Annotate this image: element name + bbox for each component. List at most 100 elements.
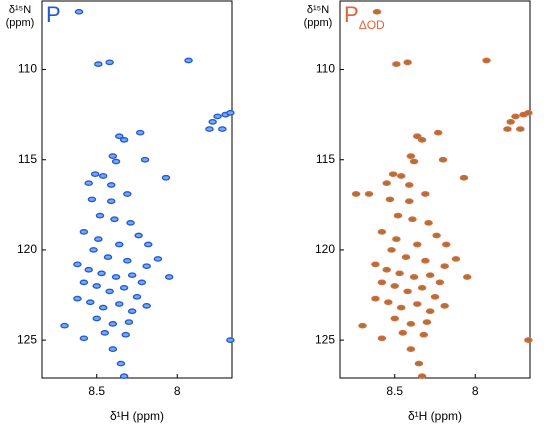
peak xyxy=(372,8,382,15)
peak xyxy=(403,59,412,66)
peak xyxy=(358,322,367,329)
peak xyxy=(106,182,116,188)
peak xyxy=(108,346,118,352)
peak xyxy=(409,158,419,165)
peak xyxy=(123,257,132,264)
peak xyxy=(459,174,469,181)
y-tick-label: 115 xyxy=(18,152,37,166)
peak xyxy=(105,288,114,295)
peak xyxy=(440,263,449,270)
peak xyxy=(396,304,406,311)
peak xyxy=(430,293,440,300)
peak xyxy=(419,331,428,338)
peak xyxy=(403,288,412,295)
peak xyxy=(126,220,135,226)
x-axis-label: δ¹H (ppm) xyxy=(408,409,462,423)
peak xyxy=(438,156,448,163)
peak xyxy=(60,322,69,329)
y-tick-label: 110 xyxy=(18,62,37,76)
peak xyxy=(124,319,134,325)
peak xyxy=(144,241,153,248)
peak xyxy=(108,153,118,159)
peak xyxy=(153,256,163,262)
y-tick-label: 115 xyxy=(316,152,335,166)
peak xyxy=(440,302,449,309)
peak xyxy=(398,330,408,336)
peak xyxy=(108,321,118,327)
peak xyxy=(417,137,427,143)
x-axis-label: δ¹H (ppm) xyxy=(110,409,164,423)
peak xyxy=(123,191,132,197)
peak xyxy=(482,57,491,64)
peak xyxy=(524,109,533,116)
peak xyxy=(406,321,416,327)
peak xyxy=(503,126,512,132)
peak xyxy=(79,335,89,342)
peak xyxy=(417,284,427,291)
peak xyxy=(524,337,533,343)
panel-label: P xyxy=(46,2,61,27)
peak xyxy=(73,295,82,302)
peak xyxy=(86,299,95,306)
peak xyxy=(421,191,430,197)
peak xyxy=(408,216,417,223)
peak xyxy=(392,61,401,67)
x-tick-label: 8.5 xyxy=(386,384,403,398)
peak xyxy=(371,295,380,302)
panel-label-main: P xyxy=(344,2,359,27)
peak xyxy=(142,302,151,309)
peak xyxy=(385,196,395,203)
peak xyxy=(377,229,387,235)
peak xyxy=(390,315,399,322)
peak xyxy=(106,198,116,205)
peak xyxy=(421,257,430,264)
peak xyxy=(79,229,89,235)
peak xyxy=(95,212,105,219)
peak xyxy=(98,304,108,311)
peak xyxy=(140,156,150,163)
peak xyxy=(87,196,97,203)
plot-frame xyxy=(339,0,531,379)
peak xyxy=(164,274,174,280)
peak xyxy=(451,256,461,262)
peak xyxy=(413,241,422,248)
peak xyxy=(119,137,129,143)
peak xyxy=(413,133,422,140)
panel-label: PΔOD xyxy=(344,2,385,32)
y-tick-label: 120 xyxy=(17,242,37,256)
peak xyxy=(142,263,151,270)
peak xyxy=(89,247,98,253)
peak xyxy=(98,173,108,179)
peak xyxy=(506,119,515,125)
peak xyxy=(387,247,396,253)
y-tick-label: 125 xyxy=(315,332,335,346)
peak xyxy=(115,301,124,307)
y-axis-label: δ¹⁵N xyxy=(9,4,31,16)
peak xyxy=(218,126,227,132)
peak xyxy=(208,119,217,125)
peak xyxy=(406,153,416,159)
peak xyxy=(116,360,126,367)
peak xyxy=(84,180,93,187)
panel-label-subscript: ΔOD xyxy=(359,18,385,32)
peak xyxy=(73,261,82,268)
peak xyxy=(401,254,411,260)
peak xyxy=(395,270,404,277)
x-tick-label: 8.5 xyxy=(88,384,105,398)
peak xyxy=(392,236,401,242)
peak xyxy=(100,330,110,336)
peak xyxy=(111,158,121,165)
y-tick-label: 110 xyxy=(316,62,335,76)
peak xyxy=(462,274,472,280)
peak xyxy=(377,335,387,342)
y-axis-unit: (ppm) xyxy=(6,17,35,29)
peak xyxy=(226,109,235,116)
peak xyxy=(409,274,419,280)
peak xyxy=(105,59,114,66)
peak xyxy=(422,319,432,325)
peak xyxy=(417,373,427,380)
peak xyxy=(442,241,451,248)
peak xyxy=(134,232,143,239)
peak xyxy=(511,113,520,120)
